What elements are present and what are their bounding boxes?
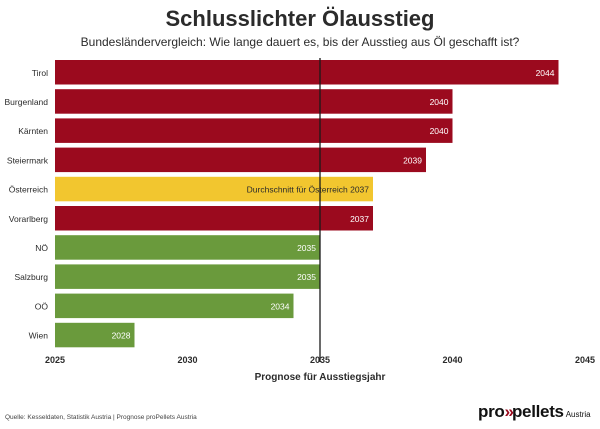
x-tick-label: 2030 [177, 355, 197, 365]
category-label: Tirol [32, 68, 48, 78]
logo-subtitle: Austria [565, 410, 591, 419]
x-tick-label: 2025 [45, 355, 65, 365]
bar-vorarlberg [55, 206, 373, 231]
bar-steiermark [55, 147, 426, 173]
data-label: 2037 [350, 214, 369, 224]
bar-oö [55, 293, 294, 319]
data-label: Durchschnitt für Österreich 2037 [247, 185, 370, 195]
category-label: Steiermark [7, 155, 49, 165]
data-label: 2039 [403, 155, 422, 165]
data-label: 2040 [430, 97, 449, 107]
data-label: 2028 [112, 331, 131, 341]
bar-kärnten [55, 118, 453, 143]
propellets-logo: pro»pellets Austria [478, 402, 591, 422]
category-label: OÖ [35, 301, 49, 311]
logo-brand-post: pellets [511, 402, 564, 421]
logo-arrows-icon: » [504, 402, 514, 421]
bar-wien [55, 322, 135, 348]
data-label: 2034 [271, 301, 290, 311]
data-label: 2044 [536, 68, 555, 78]
bar-salzburg [55, 264, 320, 289]
category-label: Wien [29, 331, 49, 341]
x-axis-title: Prognose für Ausstiegsjahr [255, 372, 386, 383]
x-tick-label: 2035 [310, 355, 330, 365]
x-tick-label: 2040 [442, 355, 462, 365]
category-label: NÖ [35, 243, 48, 253]
source-note: Quelle: Kesseldaten, Statistik Austria |… [5, 414, 197, 421]
data-label: 2040 [430, 126, 449, 136]
category-label: Kärnten [18, 126, 48, 136]
bar-burgenland [55, 89, 453, 114]
bar-tirol [55, 60, 559, 85]
bar-nö [55, 235, 320, 260]
bar-chart: Tirol 2044 Burgenland 2040 Kärnten 2040 Steier… [5, 58, 595, 383]
x-tick-label: 2045 [575, 355, 595, 365]
logo-brand-pre: pro [478, 402, 505, 421]
data-label: 2035 [297, 243, 316, 253]
chart-title: Schlusslichter Ölausstieg [165, 6, 435, 31]
category-label: Österreich [9, 185, 48, 195]
category-label: Salzburg [14, 272, 48, 282]
chart-subtitle: Bundesländervergleich: Wie lange dauert … [80, 35, 520, 49]
data-label: 2035 [297, 272, 316, 282]
category-label: Burgenland [5, 97, 49, 107]
category-label: Vorarlberg [9, 214, 48, 224]
